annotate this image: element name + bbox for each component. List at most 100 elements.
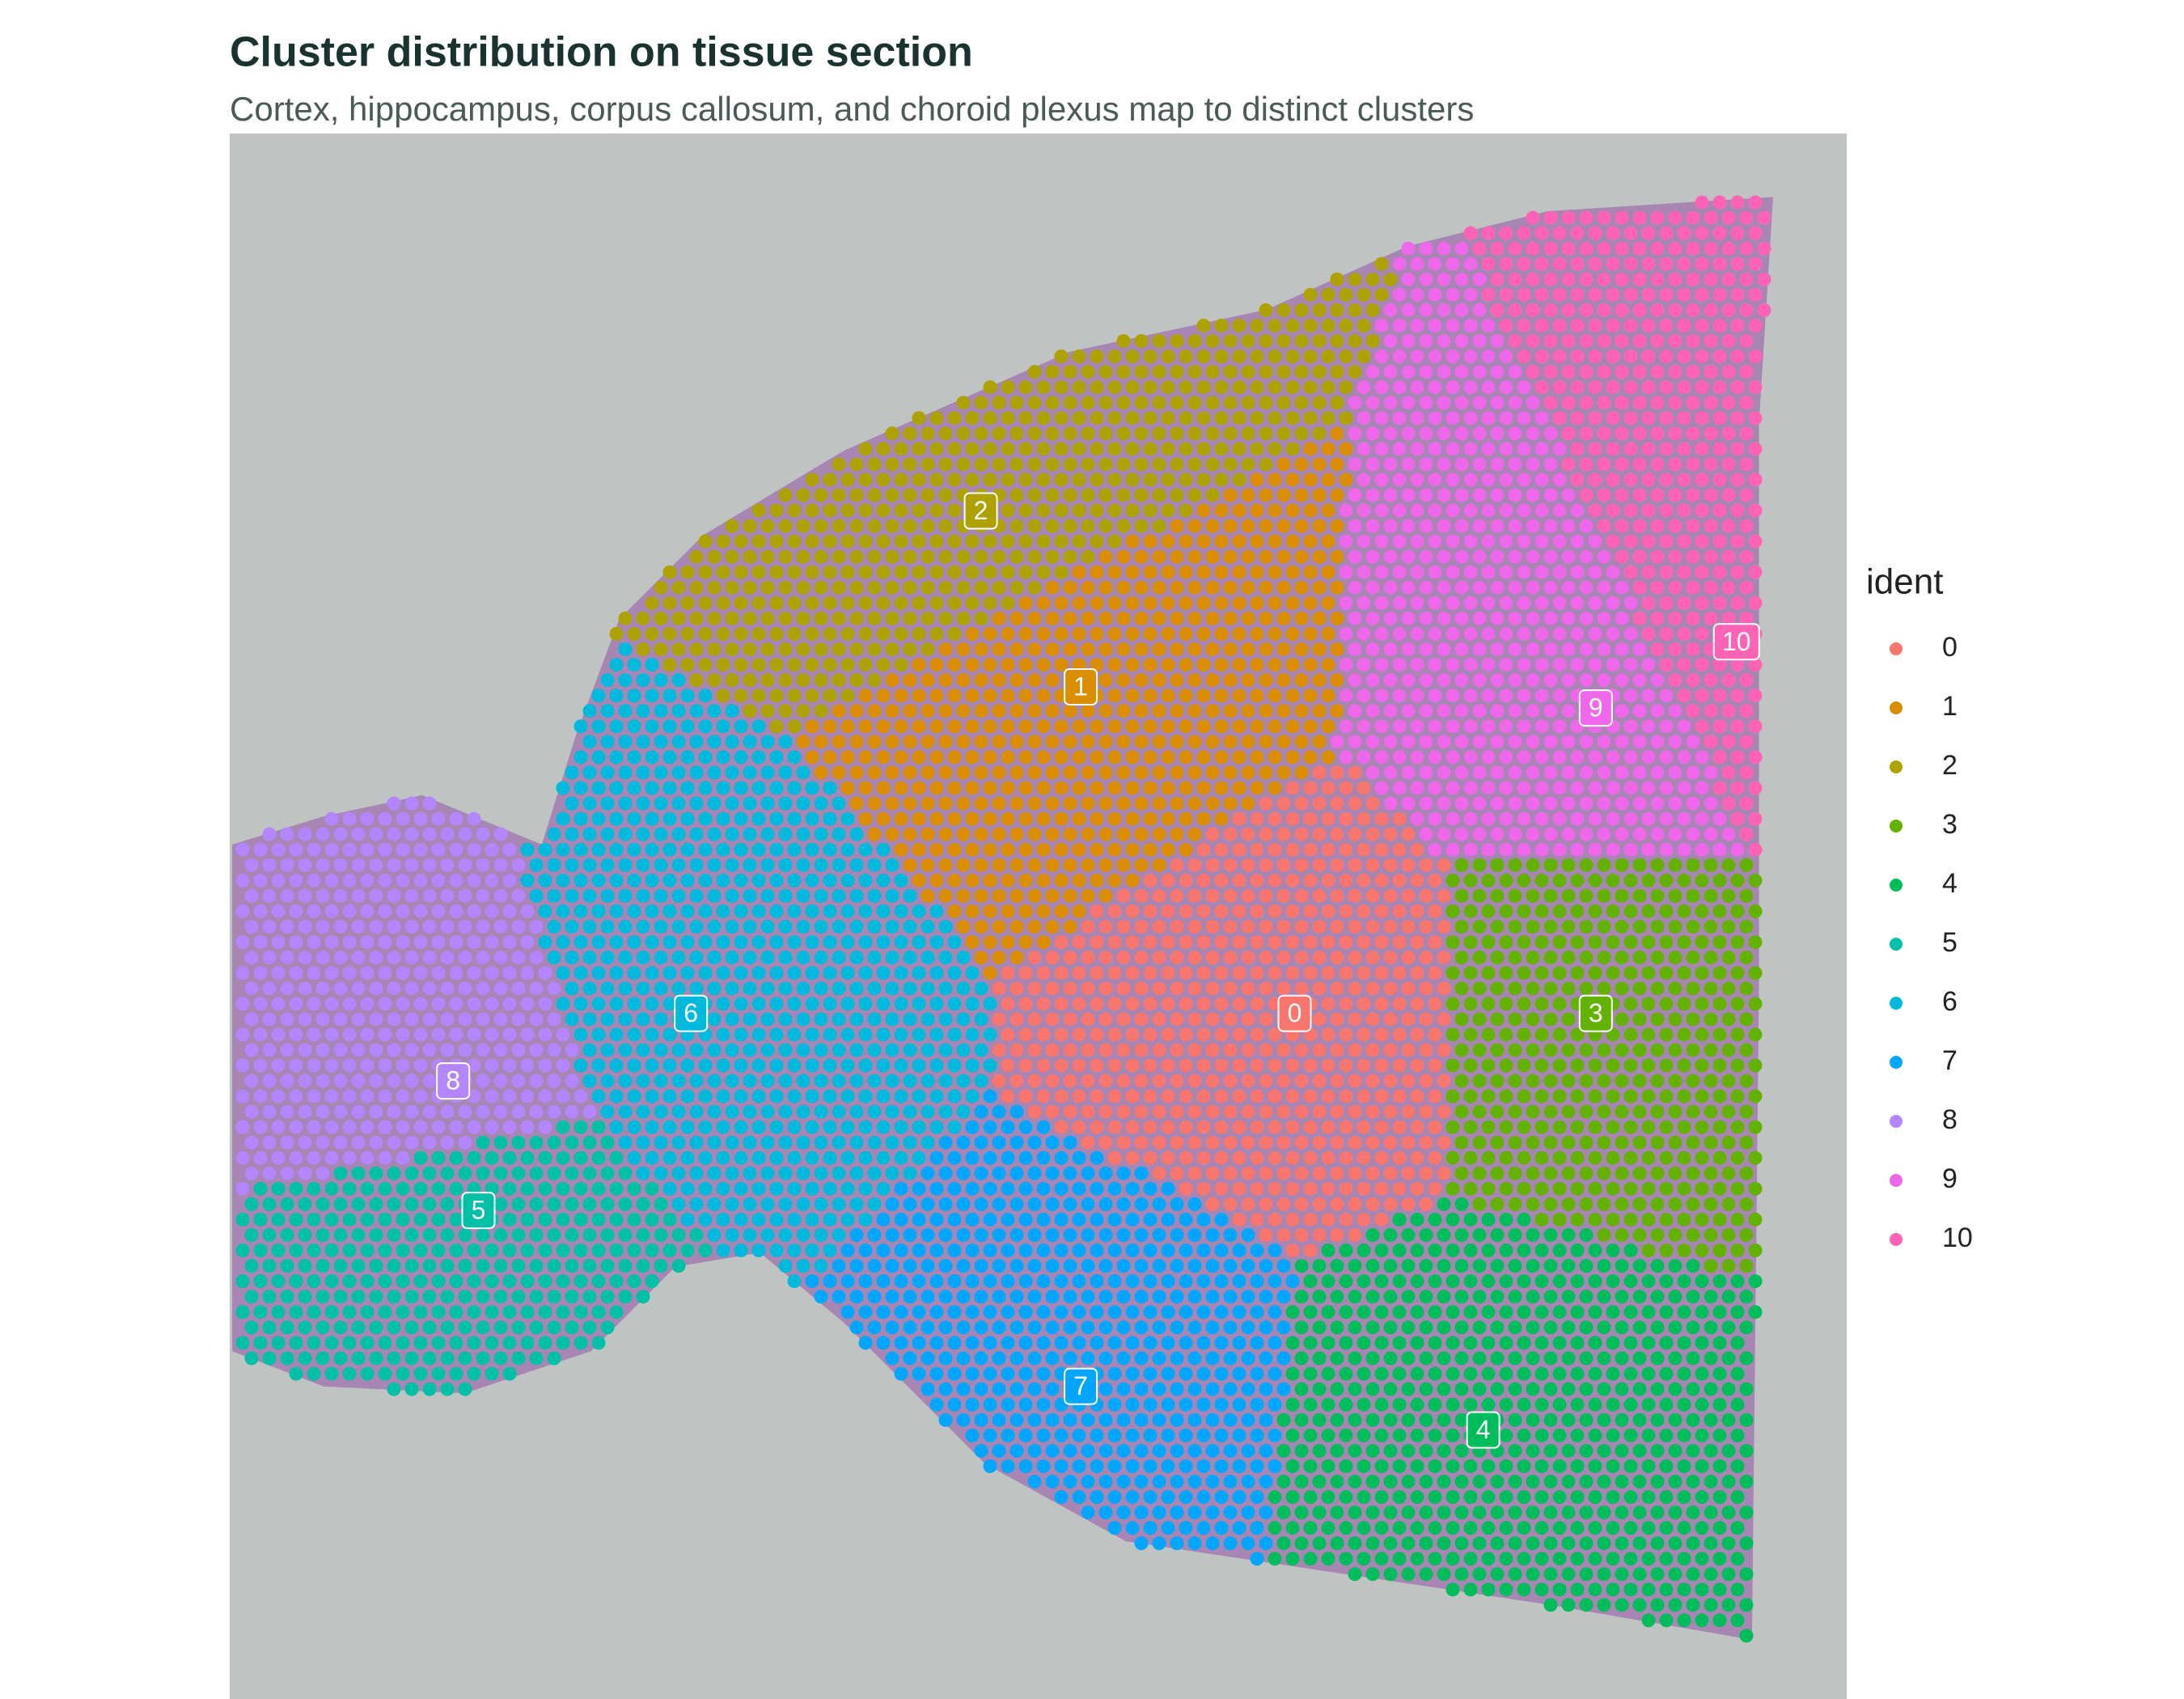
spot bbox=[1588, 1058, 1602, 1073]
spot bbox=[244, 1351, 259, 1366]
spot bbox=[1187, 888, 1202, 903]
spot bbox=[1561, 241, 1576, 256]
spot bbox=[1027, 765, 1042, 780]
spot bbox=[1107, 1181, 1122, 1196]
spot bbox=[1410, 935, 1424, 949]
spot bbox=[1303, 565, 1318, 579]
spot bbox=[1641, 380, 1656, 395]
spot bbox=[1739, 1043, 1754, 1057]
spot bbox=[929, 997, 944, 1011]
spot bbox=[1454, 365, 1469, 379]
spot bbox=[1285, 534, 1300, 549]
spot bbox=[404, 981, 419, 996]
spot bbox=[1009, 1197, 1024, 1211]
spot bbox=[1526, 272, 1540, 286]
spot bbox=[1650, 981, 1665, 996]
spot bbox=[1437, 1166, 1451, 1180]
spot bbox=[351, 1228, 366, 1242]
spot bbox=[298, 1351, 312, 1366]
spot bbox=[716, 658, 730, 672]
spot bbox=[1392, 873, 1407, 888]
spot bbox=[1232, 1150, 1246, 1165]
spot bbox=[1748, 1027, 1763, 1042]
spot bbox=[1597, 1228, 1611, 1242]
spot bbox=[378, 1120, 392, 1134]
spot bbox=[449, 966, 463, 981]
spot bbox=[680, 1120, 695, 1134]
spot bbox=[1606, 411, 1620, 426]
spot bbox=[983, 781, 997, 795]
spot bbox=[840, 595, 855, 610]
spot bbox=[1134, 1104, 1149, 1119]
spot bbox=[1686, 241, 1700, 256]
spot bbox=[1481, 811, 1496, 826]
spot bbox=[1668, 488, 1682, 502]
spot bbox=[814, 951, 828, 964]
spot bbox=[262, 1074, 277, 1088]
spot bbox=[929, 595, 944, 610]
spot bbox=[1588, 1305, 1602, 1320]
spot bbox=[1374, 688, 1389, 703]
spot bbox=[1116, 827, 1131, 841]
spot bbox=[1241, 580, 1255, 595]
spot bbox=[876, 781, 891, 795]
spot bbox=[289, 1058, 303, 1073]
spot bbox=[1748, 842, 1763, 857]
spot bbox=[1695, 350, 1709, 363]
spot bbox=[1579, 580, 1594, 595]
spot bbox=[1606, 627, 1620, 641]
spot bbox=[1623, 503, 1638, 518]
spot bbox=[1018, 442, 1033, 456]
spot bbox=[342, 1058, 357, 1073]
spot bbox=[1232, 380, 1246, 395]
spot bbox=[1063, 765, 1077, 780]
spot bbox=[974, 1043, 988, 1057]
spot bbox=[929, 472, 944, 487]
spot bbox=[493, 951, 508, 964]
spot bbox=[1472, 1290, 1487, 1304]
spot bbox=[921, 1074, 935, 1088]
spot bbox=[1579, 1135, 1594, 1150]
spot bbox=[1419, 1043, 1433, 1057]
spot bbox=[280, 827, 294, 841]
spot bbox=[1250, 627, 1264, 641]
spot bbox=[1659, 750, 1674, 765]
spot bbox=[1018, 966, 1033, 981]
spot bbox=[1161, 472, 1175, 487]
spot bbox=[832, 919, 846, 934]
spot bbox=[511, 951, 526, 964]
spot bbox=[609, 1089, 624, 1104]
spot bbox=[1152, 1259, 1166, 1273]
spot bbox=[1472, 827, 1487, 841]
spot bbox=[876, 565, 891, 579]
spot bbox=[938, 981, 953, 996]
spot bbox=[1036, 1181, 1051, 1196]
spot bbox=[1730, 688, 1745, 703]
spot bbox=[707, 673, 722, 688]
spot bbox=[1179, 1274, 1193, 1289]
spot bbox=[1276, 827, 1291, 841]
spot bbox=[769, 781, 784, 795]
spot bbox=[938, 827, 953, 841]
spot bbox=[1561, 1043, 1576, 1057]
spot bbox=[769, 565, 784, 579]
spot bbox=[1481, 904, 1496, 918]
spot bbox=[1312, 1351, 1327, 1366]
spot bbox=[849, 981, 864, 996]
spot bbox=[1001, 966, 1015, 981]
spot bbox=[1606, 1089, 1620, 1104]
spot bbox=[645, 595, 659, 610]
spot bbox=[1232, 904, 1246, 918]
spot bbox=[1259, 580, 1273, 595]
spot bbox=[271, 966, 286, 981]
spot bbox=[378, 1274, 392, 1289]
spot bbox=[947, 442, 962, 456]
spot bbox=[662, 688, 677, 703]
spot bbox=[760, 858, 775, 872]
spot bbox=[1401, 488, 1416, 502]
spot bbox=[600, 1228, 615, 1242]
spot bbox=[1152, 1197, 1166, 1211]
spot bbox=[627, 873, 641, 888]
spot bbox=[1027, 1104, 1042, 1119]
spot bbox=[1650, 1074, 1665, 1088]
